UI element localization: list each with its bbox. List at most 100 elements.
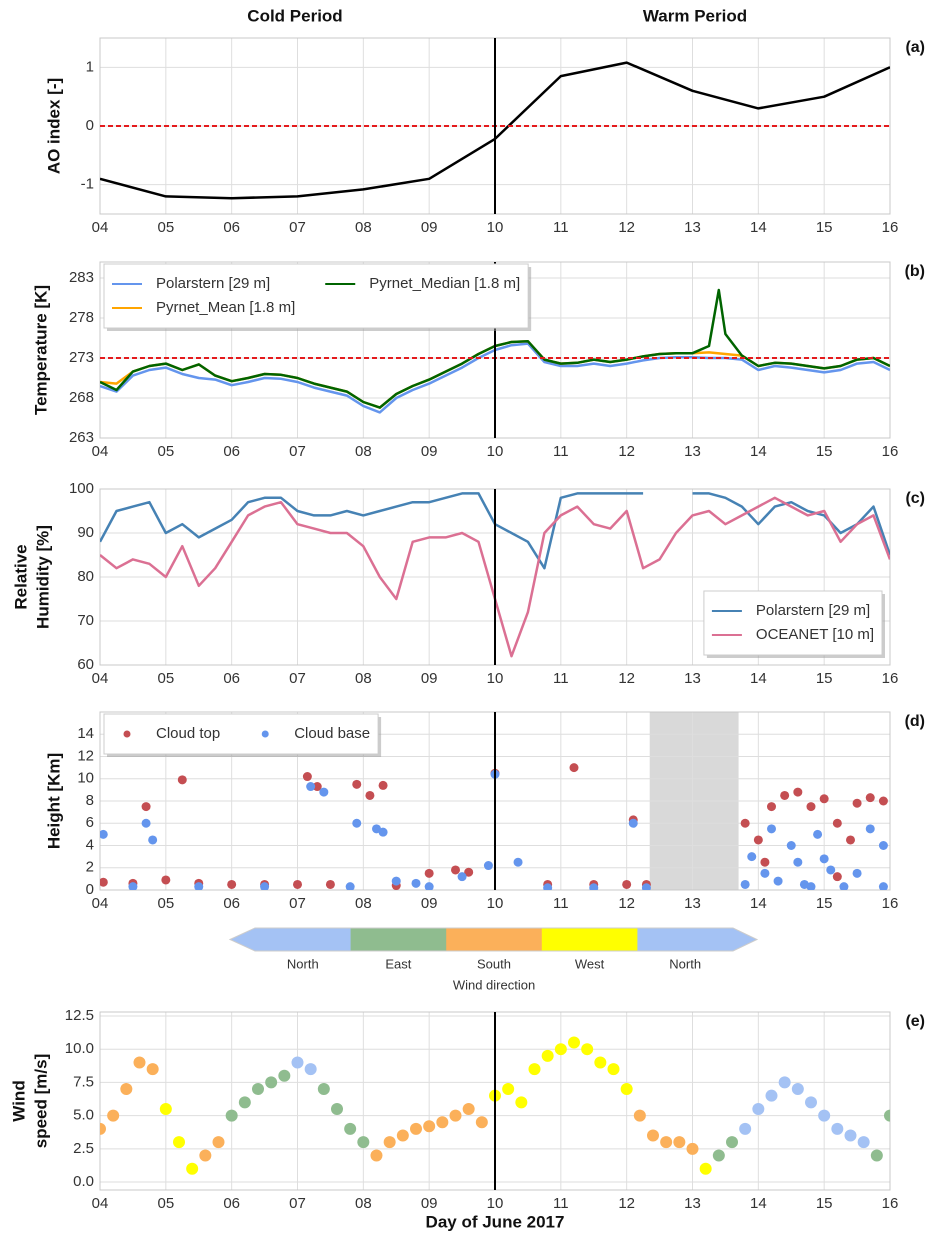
data-point bbox=[813, 829, 823, 839]
data-point bbox=[878, 882, 888, 890]
x-tick-label: 05 bbox=[157, 219, 174, 236]
colorbar-label: West bbox=[575, 956, 605, 971]
data-point bbox=[791, 1083, 804, 1096]
data-point bbox=[159, 1102, 172, 1115]
x-tick-label: 14 bbox=[750, 670, 767, 687]
data-point bbox=[317, 1083, 330, 1096]
y-axis-label: Wind bbox=[9, 1080, 28, 1121]
y-tick-label: 12.5 bbox=[65, 1007, 94, 1024]
legend-entry: Polarstern [29 m] bbox=[711, 602, 870, 619]
data-point bbox=[712, 1149, 725, 1162]
x-tick-label: 04 bbox=[92, 670, 109, 687]
data-point bbox=[370, 1149, 383, 1162]
data-point bbox=[806, 802, 816, 812]
y-tick-label: 70 bbox=[77, 612, 94, 629]
data-point bbox=[793, 787, 803, 797]
x-tick-label: 06 bbox=[223, 895, 240, 912]
x-tick-label: 08 bbox=[355, 219, 372, 236]
data-point bbox=[319, 787, 329, 797]
data-point bbox=[622, 879, 632, 889]
data-point bbox=[424, 882, 434, 890]
data-point bbox=[451, 865, 460, 875]
y-tick-label: 0.0 bbox=[73, 1173, 94, 1190]
x-tick-label: 06 bbox=[223, 443, 240, 460]
data-point bbox=[515, 1096, 528, 1109]
data-point bbox=[739, 1122, 752, 1135]
y-tick-label: 278 bbox=[69, 309, 94, 326]
legend-swatch bbox=[123, 730, 131, 738]
data-point bbox=[365, 790, 375, 800]
y-tick-label: 273 bbox=[69, 349, 94, 366]
data-point bbox=[260, 882, 270, 890]
x-tick-label: 14 bbox=[750, 443, 767, 460]
data-point bbox=[581, 1043, 594, 1056]
data-point bbox=[878, 796, 888, 806]
colorbar-arrow bbox=[230, 928, 255, 951]
legend-entry: Pyrnet_Median [1.8 m] bbox=[325, 275, 520, 292]
y-axis-label: Relative bbox=[11, 544, 30, 609]
data-point bbox=[760, 868, 770, 878]
y-tick-label: 268 bbox=[69, 389, 94, 406]
colorbar-segment bbox=[541, 928, 638, 951]
x-tick-label: 07 bbox=[289, 670, 306, 687]
x-axis-label: Day of June 2017 bbox=[426, 1212, 565, 1231]
x-tick-label: 11 bbox=[553, 1195, 569, 1212]
x-tick-label: 09 bbox=[421, 219, 438, 236]
data-point bbox=[569, 763, 579, 773]
x-tick-label: 14 bbox=[750, 1195, 767, 1212]
data-point bbox=[464, 867, 474, 877]
data-point bbox=[793, 857, 803, 867]
data-point bbox=[306, 782, 316, 792]
x-tick-label: 07 bbox=[289, 1195, 306, 1212]
data-point bbox=[410, 1122, 422, 1135]
data-point bbox=[633, 1109, 646, 1122]
data-point bbox=[357, 1136, 370, 1149]
x-tick-label: 15 bbox=[816, 443, 833, 460]
legend-entry: Cloud base bbox=[261, 725, 370, 742]
series-layer bbox=[100, 1036, 890, 1175]
x-tick-label: 13 bbox=[684, 895, 701, 912]
data-point bbox=[819, 794, 829, 804]
legend-label: Polarstern [29 m] bbox=[756, 602, 870, 619]
data-point bbox=[194, 882, 204, 890]
period-title: Cold Period bbox=[247, 6, 342, 25]
data-point bbox=[304, 1063, 317, 1076]
y-tick-label: 4 bbox=[86, 836, 94, 853]
data-point bbox=[846, 835, 855, 845]
x-tick-label: 12 bbox=[618, 895, 635, 912]
data-point bbox=[620, 1083, 633, 1096]
data-point bbox=[302, 772, 312, 782]
x-tick-label: 11 bbox=[553, 219, 569, 236]
data-point bbox=[449, 1109, 462, 1122]
data-point bbox=[312, 782, 322, 792]
x-tick-label: 08 bbox=[355, 670, 372, 687]
legend-label: Pyrnet_Mean [1.8 m] bbox=[156, 299, 295, 316]
panel-label: (c) bbox=[905, 490, 925, 507]
data-point bbox=[502, 1083, 515, 1096]
x-tick-label: 16 bbox=[882, 443, 899, 460]
data-point bbox=[345, 882, 355, 890]
x-tick-label: 09 bbox=[421, 670, 438, 687]
data-point bbox=[378, 780, 388, 790]
x-tick-label: 13 bbox=[684, 219, 701, 236]
colorbar-label: North bbox=[669, 956, 701, 971]
x-tick-label: 10 bbox=[487, 443, 504, 460]
x-tick-label: 10 bbox=[487, 895, 504, 912]
data-point bbox=[352, 779, 362, 789]
panel-label: (a) bbox=[905, 39, 925, 56]
data-point bbox=[378, 827, 388, 837]
data-point bbox=[726, 1136, 738, 1149]
data-point bbox=[884, 1109, 890, 1122]
colorbar-label: South bbox=[477, 956, 511, 971]
y-tick-label: -1 bbox=[81, 176, 94, 193]
data-point bbox=[325, 879, 335, 889]
colorbar-title: Wind direction bbox=[453, 977, 535, 992]
data-point bbox=[331, 1102, 343, 1115]
data-point bbox=[100, 877, 108, 887]
data-point bbox=[753, 835, 763, 845]
data-point bbox=[686, 1142, 699, 1155]
x-tick-label: 10 bbox=[487, 219, 504, 236]
data-line bbox=[100, 288, 890, 409]
colorbar-segment bbox=[350, 928, 447, 951]
data-point bbox=[832, 872, 842, 882]
